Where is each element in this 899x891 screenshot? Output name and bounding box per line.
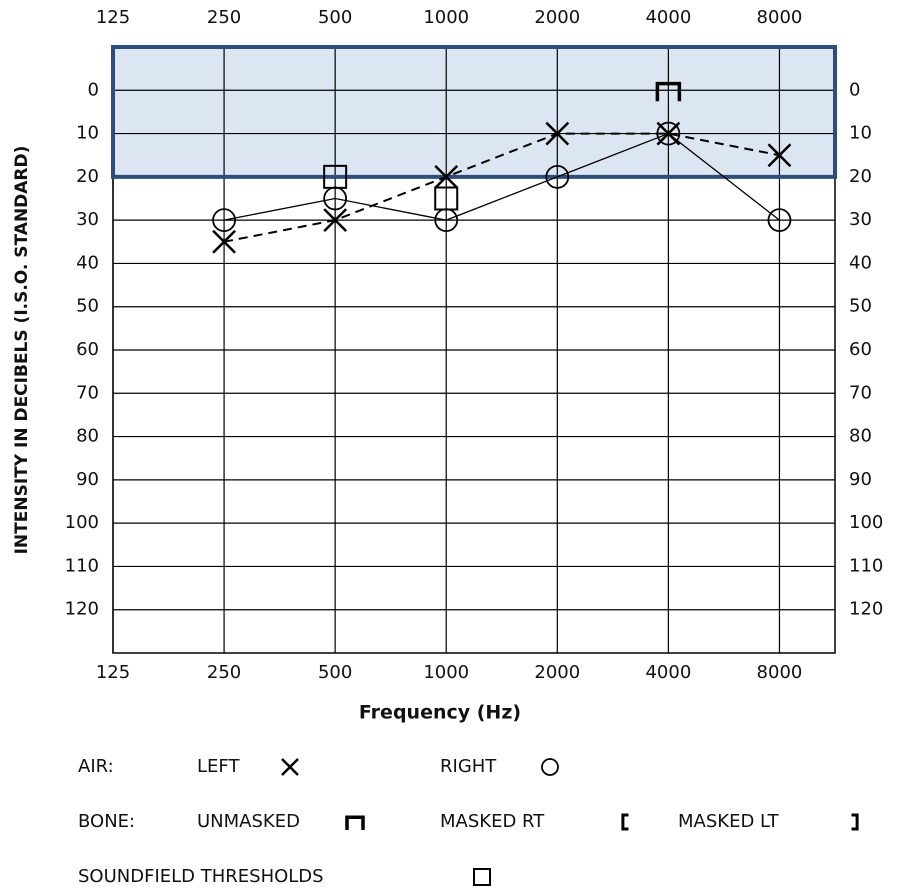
x-tick-label: 4000	[645, 662, 691, 683]
marker-x	[767, 143, 792, 168]
marker-x	[545, 121, 570, 146]
legend-label: MASKED LT	[678, 811, 780, 832]
y-tick-label: 30	[76, 209, 99, 230]
y-tick-label: 50	[76, 296, 99, 317]
x-tick-label: 8000	[757, 662, 803, 683]
y-tick-label: 70	[76, 382, 99, 403]
y-tick-label: 10	[76, 123, 99, 144]
highlight-band	[113, 47, 835, 177]
legend-marker	[541, 758, 559, 776]
series-line	[223, 132, 780, 243]
marker-x	[323, 208, 348, 233]
y-tick-label: 110	[65, 555, 99, 576]
marker-bracket	[851, 813, 859, 831]
y-tick-label-right: 20	[849, 166, 872, 187]
legend-group: BONE:	[78, 811, 135, 832]
y-tick-label-right: 30	[849, 209, 872, 230]
y-tick-label-right: 80	[849, 426, 872, 447]
x-tick-label-top: 500	[318, 7, 352, 28]
marker-o	[767, 208, 792, 233]
x-tick-label: 2000	[534, 662, 580, 683]
y-axis-title: INTENSITY IN DECIBELS (I.S.O. STANDARD)	[12, 146, 32, 555]
marker-o	[545, 164, 570, 189]
legend-label: UNMASKED	[197, 811, 300, 832]
x-tick-label-top: 8000	[757, 7, 803, 28]
x-tick-label: 1000	[423, 662, 469, 683]
legend-group: AIR:	[78, 756, 114, 777]
y-tick-label: 100	[65, 512, 99, 533]
legend-label: RIGHT	[440, 756, 497, 777]
marker-x	[212, 229, 236, 254]
legend-label: SOUNDFIELD THRESHOLDS	[78, 866, 324, 887]
y-tick-label-right: 120	[849, 599, 883, 620]
marker-cap	[655, 81, 682, 102]
legend-marker	[473, 868, 491, 886]
y-tick-label-right: 60	[849, 339, 872, 360]
y-tick-label-right: 10	[849, 123, 872, 144]
x-tick-label: 500	[318, 662, 352, 683]
y-tick-label: 120	[65, 599, 99, 620]
y-tick-label: 20	[76, 166, 99, 187]
band-border	[111, 45, 837, 179]
x-tick-label-top: 2000	[534, 7, 580, 28]
y-tick-label-right: 110	[849, 555, 883, 576]
y-tick-label: 0	[88, 79, 99, 100]
y-tick-label: 90	[76, 469, 99, 490]
marker-x	[434, 164, 459, 189]
y-tick-label: 40	[76, 252, 99, 273]
marker-square	[434, 186, 459, 211]
marker-o	[656, 121, 681, 146]
y-tick-label-right: 40	[849, 252, 872, 273]
y-tick-label-right: 50	[849, 296, 872, 317]
x-tick-label-top: 250	[207, 7, 241, 28]
x-tick-label-top: 1000	[423, 7, 469, 28]
y-tick-label-right: 70	[849, 382, 872, 403]
legend-label: MASKED RT	[440, 811, 545, 832]
x-tick-label-top: 125	[96, 7, 130, 28]
y-tick-label-right: 0	[849, 79, 860, 100]
legend-label: LEFT	[197, 756, 240, 777]
legend-marker	[345, 815, 365, 830]
y-tick-label: 80	[76, 426, 99, 447]
y-tick-label-right: 100	[849, 512, 883, 533]
x-tick-label: 250	[207, 662, 241, 683]
y-tick-label: 60	[76, 339, 99, 360]
marker-bracket	[621, 813, 629, 831]
series-line	[223, 132, 780, 221]
x-axis-title: Frequency (Hz)	[359, 702, 521, 724]
x-tick-label-top: 4000	[645, 7, 691, 28]
marker-o	[212, 208, 236, 233]
x-tick-label: 125	[96, 662, 130, 683]
marker-square	[323, 164, 348, 189]
legend-marker	[281, 758, 299, 776]
y-tick-label-right: 90	[849, 469, 872, 490]
